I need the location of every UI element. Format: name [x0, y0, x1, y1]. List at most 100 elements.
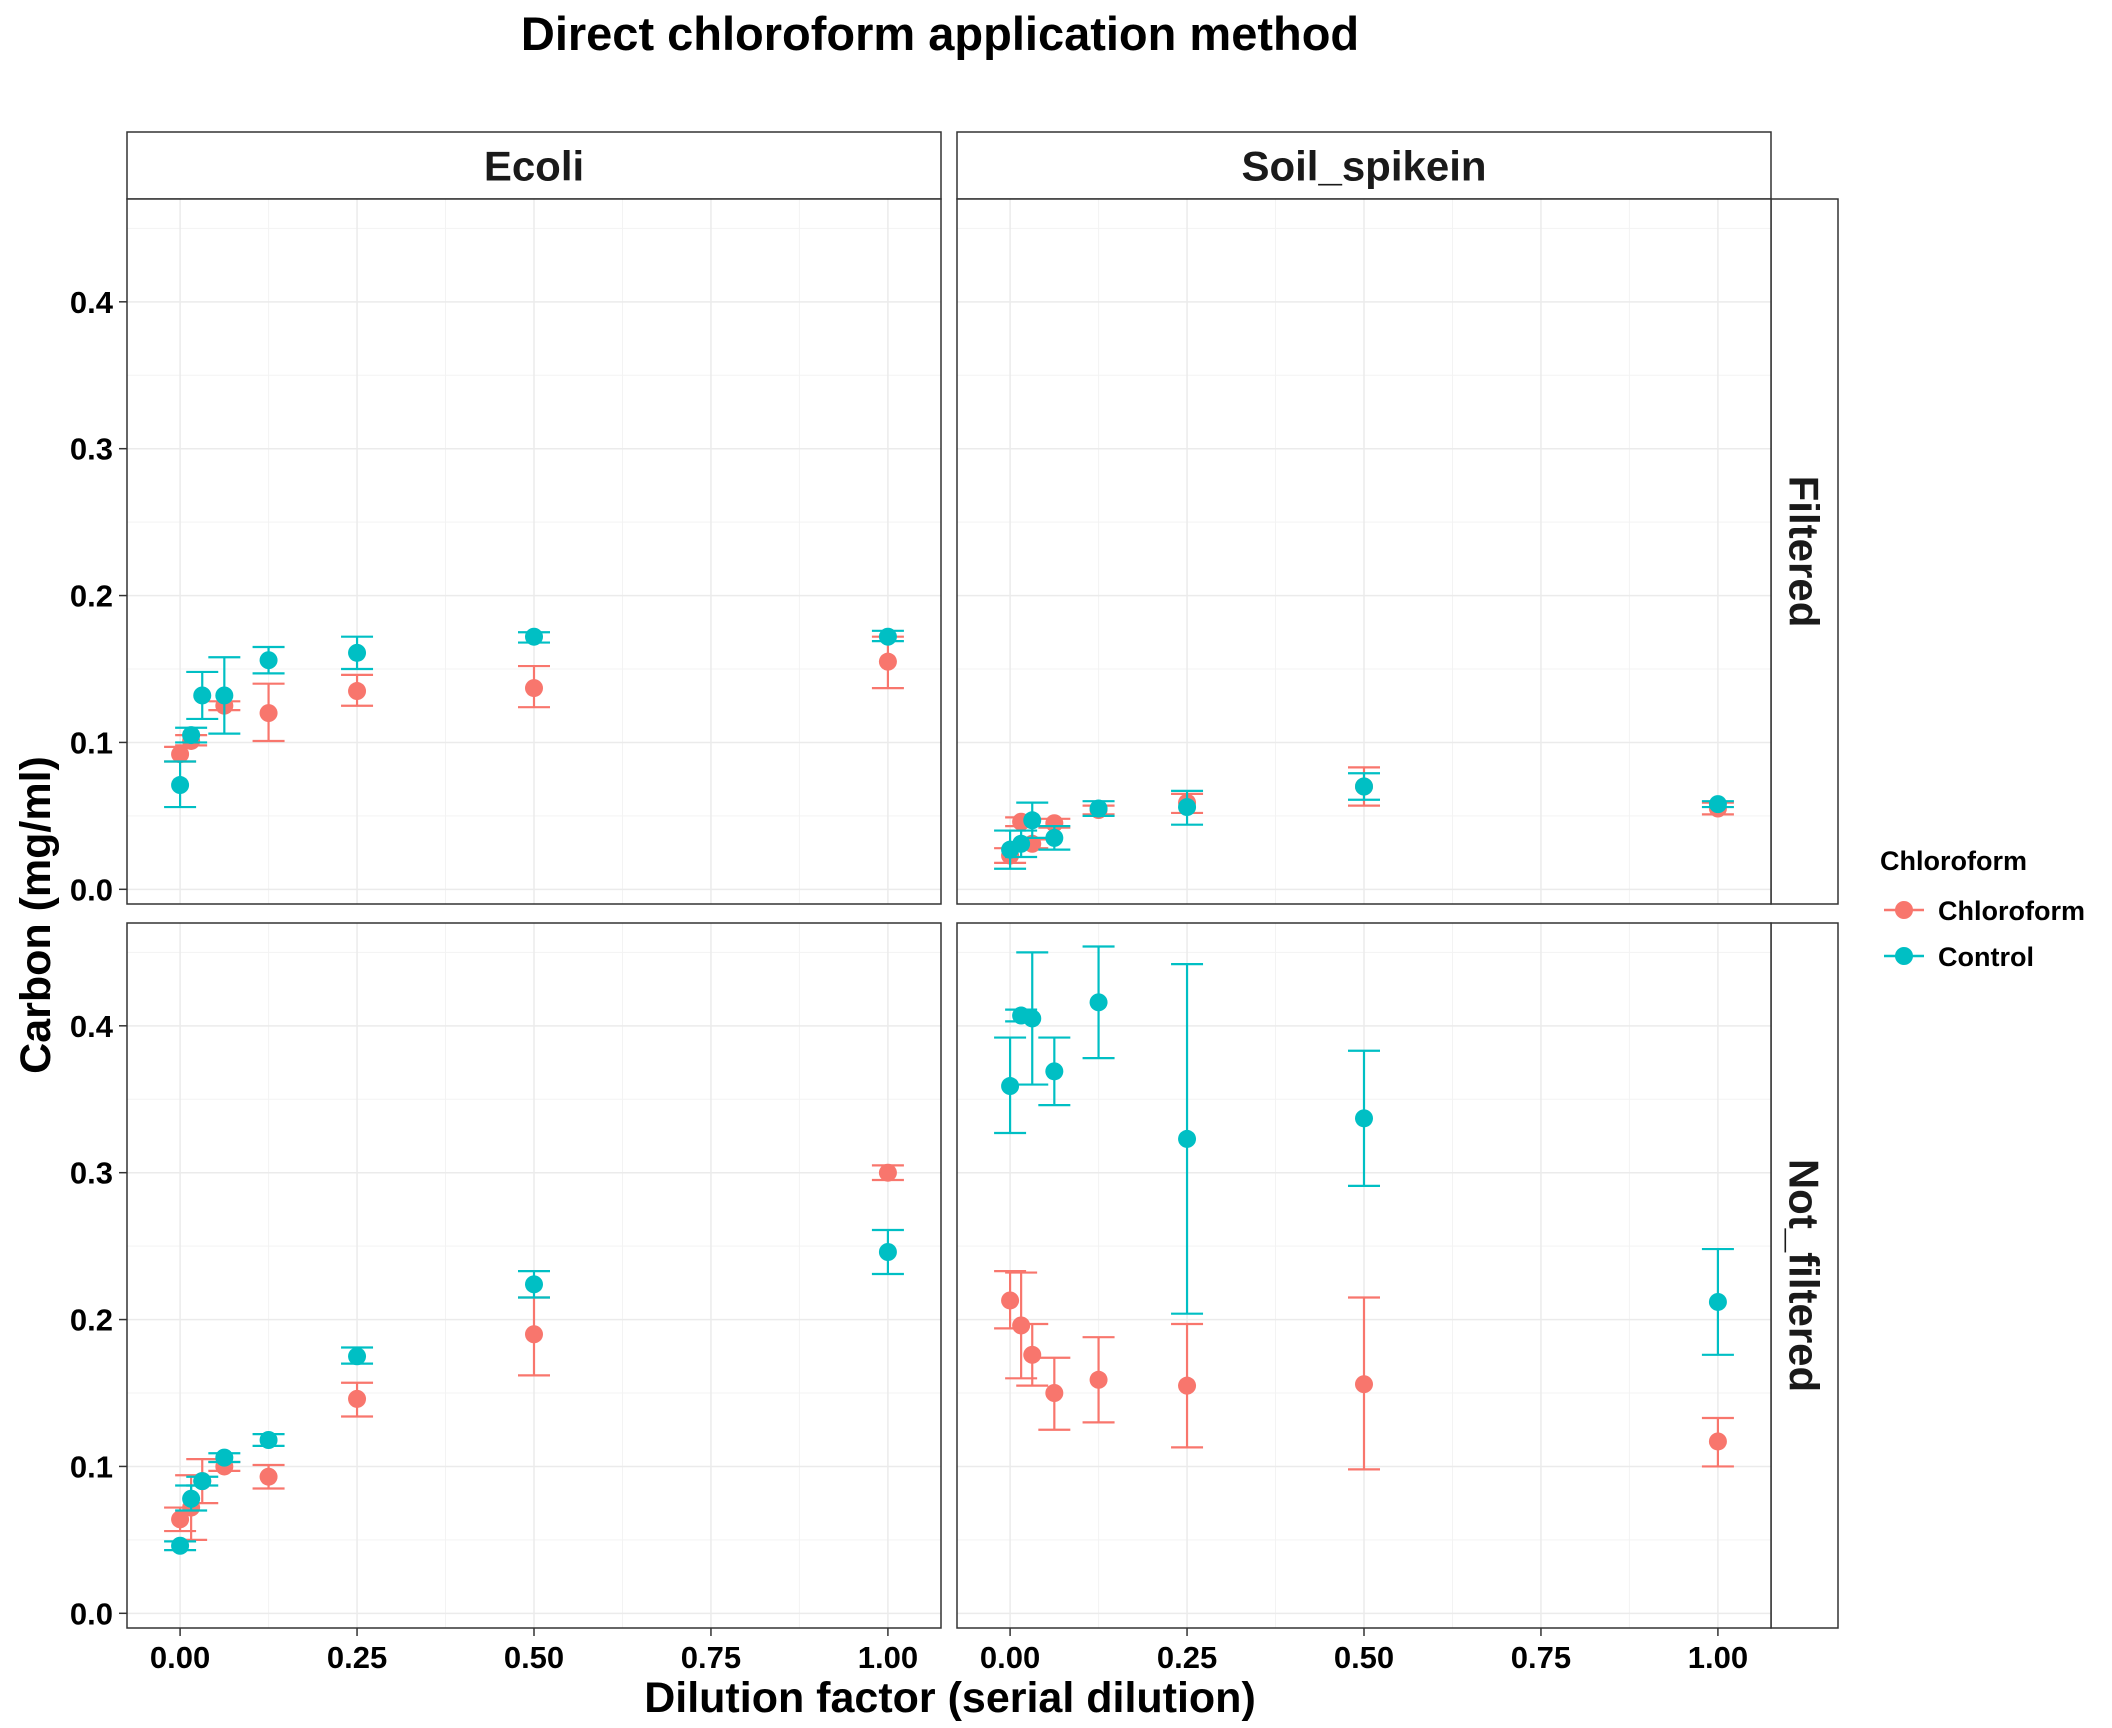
panel-soil-spikein-filtered [956, 198, 1772, 905]
data-point [1023, 1009, 1042, 1028]
legend-label-chloroform: Chloroform [1938, 896, 2085, 926]
y-tick-label: 0.1 [70, 1449, 113, 1484]
data-point [348, 1389, 367, 1408]
data-point [878, 1243, 897, 1261]
data-point [525, 1275, 543, 1294]
panel-border [126, 198, 942, 905]
data-point [1001, 1291, 1020, 1310]
strip-row-not-filtered [1770, 922, 1839, 1629]
strip-column-label-ecoli: Ecoli [484, 143, 584, 190]
data-point [525, 679, 543, 698]
series-control [164, 627, 904, 809]
data-point [1178, 798, 1197, 817]
data-point [1045, 1062, 1064, 1081]
strip-row-filtered [1770, 198, 1839, 905]
data-point [171, 776, 190, 795]
data-point [171, 745, 190, 764]
data-point [1045, 828, 1064, 847]
data-point [1708, 795, 1727, 814]
y-tick-label: 0.4 [70, 1009, 114, 1044]
x-tick-label: 0.25 [327, 1640, 387, 1675]
y-tick-label: 0.2 [70, 579, 113, 614]
data-point [1045, 1384, 1064, 1402]
data-point [348, 682, 367, 701]
data-point [182, 1489, 201, 1508]
strip-row-label-filtered: Filtered [1781, 476, 1828, 628]
data-point [1089, 993, 1108, 1012]
data-point [193, 1472, 212, 1491]
data-point [1178, 1129, 1197, 1148]
series-chloroform [994, 1269, 1734, 1471]
strip-column-ecoli [126, 131, 942, 200]
data-point [1023, 1345, 1042, 1364]
x-tick-label: 0.50 [504, 1640, 564, 1675]
data-point [1355, 777, 1373, 796]
legend-key-point-chloroform [1895, 901, 1913, 919]
data-point [1178, 1376, 1197, 1395]
y-tick-label: 0.2 [70, 1303, 113, 1338]
data-point [348, 1347, 367, 1366]
data-point [1045, 814, 1064, 833]
y-tick-label: 0.4 [70, 285, 114, 320]
x-tick-label: 0.75 [681, 1640, 741, 1675]
data-point [259, 651, 278, 670]
x-tick-label: 0.00 [150, 1640, 210, 1675]
panel-border [956, 198, 1772, 905]
x-tick-label: 1.00 [1688, 1640, 1748, 1675]
series-control [164, 1228, 904, 1555]
panel-ecoli-not-filtered: 0.0 0.1 0.2 0.3 0.4 0.00 0.25 0.50 0.75 1.00 [70, 922, 942, 1675]
y-tick-label: 0.0 [70, 872, 113, 907]
series-control [994, 945, 1734, 1356]
legend-key-point-control [1895, 947, 1913, 965]
x-tick-label: 1.00 [858, 1640, 918, 1675]
y-tick-label: 0.3 [70, 1156, 113, 1191]
data-point [193, 686, 212, 705]
data-point [171, 1536, 190, 1555]
data-point [878, 1163, 897, 1182]
legend-entry-chloroform: Chloroform [1884, 896, 2085, 926]
x-tick-label: 0.25 [1157, 1640, 1217, 1675]
data-point [525, 1325, 543, 1344]
data-point [1089, 799, 1108, 818]
data-point [878, 627, 897, 646]
data-point [259, 1467, 278, 1486]
legend-label-control: Control [1938, 942, 2034, 972]
x-axis-title: Dilution factor (serial dilution) [644, 1674, 1256, 1722]
legend-title: Chloroform [1880, 846, 2027, 876]
strip-column-soil-spikein [956, 131, 1772, 200]
chart-title: Direct chloroform application method [521, 7, 1359, 60]
data-point [525, 627, 543, 646]
data-point [1001, 1077, 1020, 1096]
y-tick-label: 0.1 [70, 725, 113, 760]
data-point [215, 1448, 234, 1467]
data-point [259, 1431, 278, 1449]
data-point [348, 643, 367, 662]
data-point [215, 686, 234, 705]
data-point [1023, 811, 1042, 830]
data-point [1089, 1370, 1108, 1389]
legend: Chloroform Chloroform Control [1880, 846, 2085, 972]
data-point [1012, 1316, 1031, 1335]
y-tick-label: 0.0 [70, 1596, 113, 1631]
data-point [1012, 834, 1031, 853]
strip-column-label-soil-spikein: Soil_spikein [1241, 143, 1486, 190]
panel-soil-spikein-not-filtered: 0.00 0.25 0.50 0.75 1.00 [956, 922, 1772, 1675]
series-control [994, 772, 1734, 870]
data-point [259, 704, 278, 723]
data-point [1708, 1292, 1727, 1311]
data-point [182, 726, 201, 745]
data-point [1355, 1375, 1373, 1394]
y-tick-label: 0.3 [70, 432, 113, 467]
x-tick-label: 0.00 [980, 1640, 1040, 1675]
data-point [1355, 1109, 1373, 1128]
y-axis-title: Carbon (mg/ml) [12, 756, 60, 1074]
legend-entry-control: Control [1884, 942, 2034, 972]
x-tick-label: 0.50 [1334, 1640, 1394, 1675]
facet-panels: Ecoli Soil_spikeinFilteredNot_filtered0.0… [70, 131, 1839, 1675]
x-tick-label: 0.75 [1511, 1640, 1571, 1675]
data-point [878, 652, 897, 671]
data-point [171, 1510, 190, 1529]
panel-ecoli-filtered: 0.0 0.1 0.2 0.3 0.4 [70, 198, 942, 907]
strip-row-label-not-filtered: Not_filtered [1781, 1159, 1828, 1392]
